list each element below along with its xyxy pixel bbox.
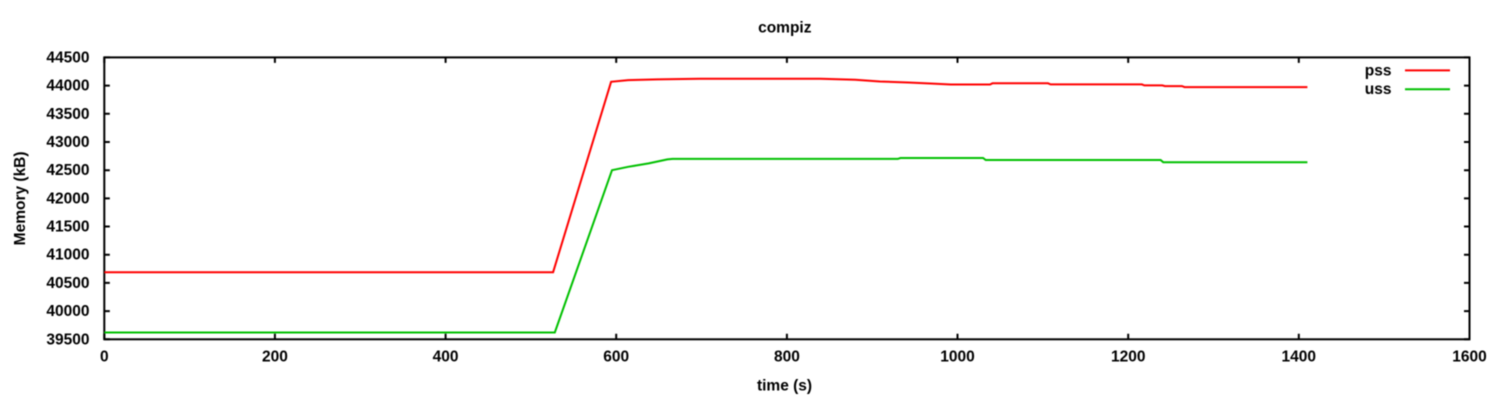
svg-text:compiz: compiz bbox=[758, 20, 812, 37]
svg-text:pss: pss bbox=[1365, 62, 1392, 79]
svg-text:43000: 43000 bbox=[46, 134, 89, 151]
svg-text:1600: 1600 bbox=[1452, 349, 1486, 366]
svg-text:41000: 41000 bbox=[46, 247, 89, 264]
svg-text:42000: 42000 bbox=[46, 190, 89, 207]
svg-text:uss: uss bbox=[1365, 81, 1392, 98]
svg-text:44000: 44000 bbox=[46, 78, 89, 95]
svg-text:400: 400 bbox=[433, 349, 459, 366]
svg-text:Memory (kB): Memory (kB) bbox=[12, 151, 29, 245]
svg-text:1400: 1400 bbox=[1282, 349, 1316, 366]
svg-text:1000: 1000 bbox=[940, 349, 974, 366]
svg-text:40000: 40000 bbox=[46, 303, 89, 320]
svg-text:1200: 1200 bbox=[1111, 349, 1145, 366]
svg-text:time (s): time (s) bbox=[757, 378, 812, 395]
svg-text:0: 0 bbox=[100, 349, 109, 366]
svg-text:800: 800 bbox=[774, 349, 800, 366]
svg-text:40500: 40500 bbox=[46, 275, 89, 292]
svg-text:39500: 39500 bbox=[46, 331, 89, 348]
svg-text:200: 200 bbox=[262, 349, 288, 366]
svg-text:44500: 44500 bbox=[46, 49, 89, 66]
svg-text:42500: 42500 bbox=[46, 162, 89, 179]
svg-text:600: 600 bbox=[603, 349, 629, 366]
svg-text:41500: 41500 bbox=[46, 219, 89, 236]
svg-text:43500: 43500 bbox=[46, 106, 89, 123]
